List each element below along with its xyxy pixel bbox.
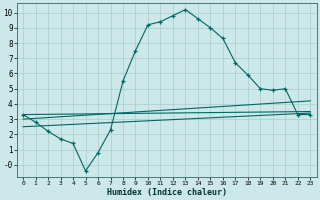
X-axis label: Humidex (Indice chaleur): Humidex (Indice chaleur) — [107, 188, 227, 197]
